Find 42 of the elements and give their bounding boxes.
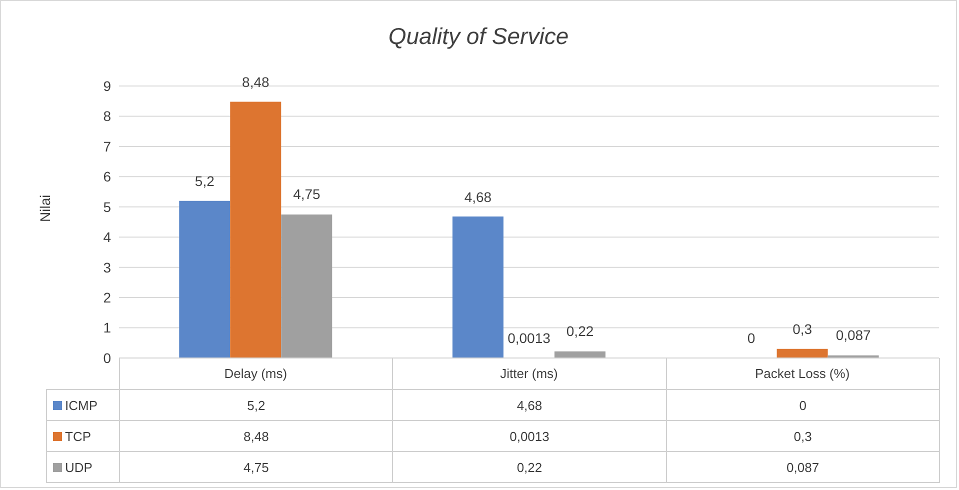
y-axis-title: Nilai — [36, 194, 53, 222]
text: 5,2 — [194, 172, 214, 189]
y-tick-label: 9 — [103, 78, 112, 94]
data-label: 5,2 — [120, 390, 393, 420]
y-tick-label: 1 — [103, 320, 112, 336]
y-tick-label: 3 — [103, 259, 112, 276]
text: 0,22 — [566, 323, 594, 340]
y-tick-label: 7 — [103, 138, 112, 154]
text: 8,48 — [242, 74, 270, 90]
legend-label: TCP — [46, 420, 120, 452]
y-tick-label: 5 — [103, 198, 112, 215]
chart-title: Quality of Service — [387, 23, 570, 50]
x-tick-label: Delay (ms) — [224, 366, 288, 381]
data-label: 0,22 — [392, 452, 666, 482]
data-label: 4,75 — [120, 452, 393, 482]
y-tick-label: 8 — [103, 108, 112, 124]
bar — [554, 351, 606, 358]
bar — [776, 348, 828, 358]
text: 0,0013 — [508, 330, 550, 346]
x-tick-label: Jitter (ms) — [500, 366, 558, 381]
y-tick-label: 4 — [103, 229, 112, 246]
legend-label: UDP — [46, 452, 120, 482]
y-tick-label: 6 — [103, 168, 112, 185]
bar — [230, 102, 282, 358]
bar — [452, 216, 504, 358]
data-label: 0,087 — [666, 452, 940, 482]
data-label: 4,68 — [392, 390, 666, 420]
data-label: 0 — [666, 390, 940, 420]
bar — [179, 200, 230, 358]
text: 0,3 — [792, 320, 812, 337]
y-tick-label: 2 — [103, 290, 112, 306]
text: 0,087 — [836, 327, 871, 344]
text: 4,75 — [293, 186, 320, 202]
legend-label: ICMP — [46, 390, 120, 420]
bar — [281, 214, 332, 358]
text: 4,68 — [464, 188, 492, 205]
x-tick-label: Packet Loss (%) — [755, 366, 850, 381]
data-label: 8,48 — [120, 420, 393, 452]
text: 0 — [747, 330, 756, 346]
data-label: 0,3 — [666, 420, 940, 452]
data-label: 0,0013 — [392, 420, 666, 452]
y-tick-label: 0 — [103, 350, 112, 366]
